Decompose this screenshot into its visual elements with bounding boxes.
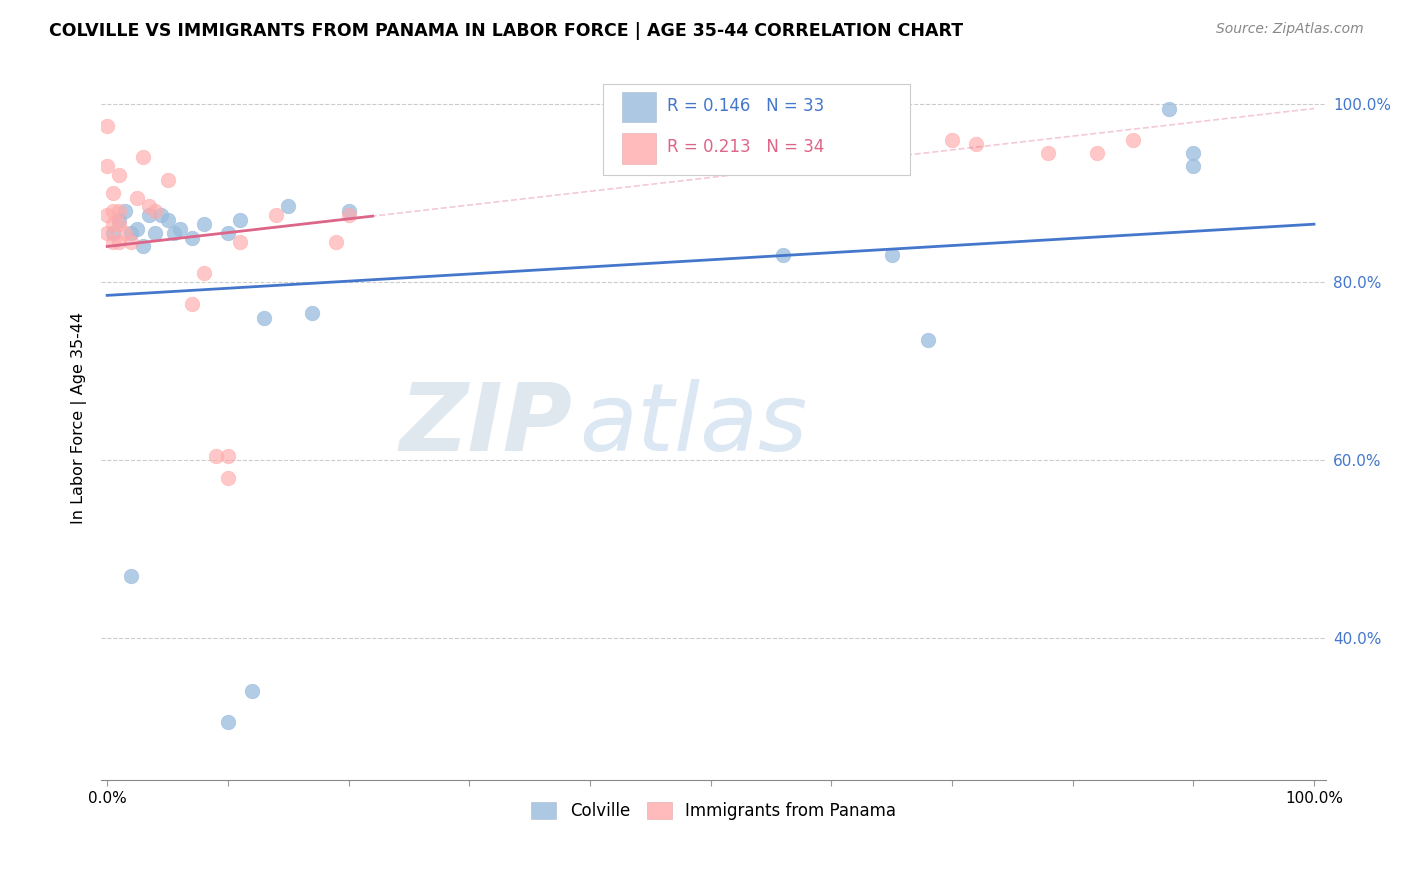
Point xyxy=(1182,146,1205,161)
Point xyxy=(127,190,149,204)
Point xyxy=(699,160,721,174)
Point xyxy=(96,208,118,222)
Point xyxy=(120,235,142,249)
Point xyxy=(941,133,963,147)
Point xyxy=(229,235,252,249)
Point xyxy=(108,235,131,249)
Point xyxy=(138,208,160,222)
Point xyxy=(1182,160,1205,174)
Point xyxy=(193,266,215,280)
Point xyxy=(675,97,697,112)
Point xyxy=(1038,146,1060,161)
Point xyxy=(772,248,794,262)
Point xyxy=(156,212,179,227)
Text: R = 0.146   N = 33: R = 0.146 N = 33 xyxy=(666,96,824,114)
Point xyxy=(108,212,131,227)
Point xyxy=(120,568,142,582)
Point xyxy=(748,155,770,169)
Point xyxy=(325,235,347,249)
Point xyxy=(264,208,287,222)
Point xyxy=(253,310,276,325)
Text: R = 0.213   N = 34: R = 0.213 N = 34 xyxy=(666,138,824,156)
Point xyxy=(96,160,118,174)
Point xyxy=(193,217,215,231)
Point xyxy=(145,203,167,218)
Point xyxy=(337,208,360,222)
Point xyxy=(240,684,263,698)
Point xyxy=(145,226,167,240)
Point xyxy=(103,186,125,200)
Point xyxy=(229,212,252,227)
Point xyxy=(1159,102,1181,116)
Text: Source: ZipAtlas.com: Source: ZipAtlas.com xyxy=(1216,22,1364,37)
Point xyxy=(114,203,136,218)
Point xyxy=(156,172,179,186)
Point xyxy=(301,306,323,320)
Point xyxy=(917,333,939,347)
Point xyxy=(132,239,155,253)
Point xyxy=(108,203,131,218)
FancyBboxPatch shape xyxy=(603,84,910,175)
Point xyxy=(217,226,239,240)
FancyBboxPatch shape xyxy=(621,92,657,122)
Point xyxy=(96,226,118,240)
Point xyxy=(1122,133,1144,147)
Point xyxy=(150,208,173,222)
Text: COLVILLE VS IMMIGRANTS FROM PANAMA IN LABOR FORCE | AGE 35-44 CORRELATION CHART: COLVILLE VS IMMIGRANTS FROM PANAMA IN LA… xyxy=(49,22,963,40)
Point xyxy=(96,120,118,134)
Point xyxy=(169,221,191,235)
Point xyxy=(127,221,149,235)
Point xyxy=(880,248,903,262)
Point xyxy=(180,230,202,244)
Point xyxy=(217,471,239,485)
Text: atlas: atlas xyxy=(579,379,807,470)
Point xyxy=(217,715,239,730)
Point xyxy=(162,226,184,240)
Point xyxy=(965,137,987,152)
Point xyxy=(1085,146,1108,161)
Point xyxy=(103,226,125,240)
Legend: Colville, Immigrants from Panama: Colville, Immigrants from Panama xyxy=(524,795,903,826)
Point xyxy=(277,199,299,213)
FancyBboxPatch shape xyxy=(621,134,657,164)
Point xyxy=(204,449,226,463)
Point xyxy=(180,297,202,311)
Point xyxy=(103,235,125,249)
Point xyxy=(108,217,131,231)
Point xyxy=(108,168,131,182)
Point xyxy=(120,226,142,240)
Point xyxy=(114,226,136,240)
Point xyxy=(217,449,239,463)
Point xyxy=(724,155,747,169)
Y-axis label: In Labor Force | Age 35-44: In Labor Force | Age 35-44 xyxy=(72,311,87,524)
Point xyxy=(337,203,360,218)
Point xyxy=(132,151,155,165)
Point xyxy=(675,120,697,134)
Point xyxy=(138,199,160,213)
Point xyxy=(103,217,125,231)
Text: ZIP: ZIP xyxy=(399,379,572,471)
Point xyxy=(103,203,125,218)
